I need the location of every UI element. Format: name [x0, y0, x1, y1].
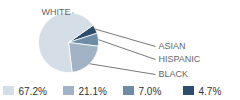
svg-text:21.1%: 21.1%: [79, 86, 107, 97]
svg-text:HISPANIC: HISPANIC: [159, 54, 201, 64]
svg-text:67.2%: 67.2%: [19, 86, 47, 97]
svg-text:BLACK: BLACK: [159, 69, 189, 79]
svg-text:7.0%: 7.0%: [139, 86, 162, 97]
svg-text:WHITE: WHITE: [42, 7, 71, 17]
svg-text:4.7%: 4.7%: [199, 86, 222, 97]
svg-text:ASIAN: ASIAN: [159, 41, 186, 51]
